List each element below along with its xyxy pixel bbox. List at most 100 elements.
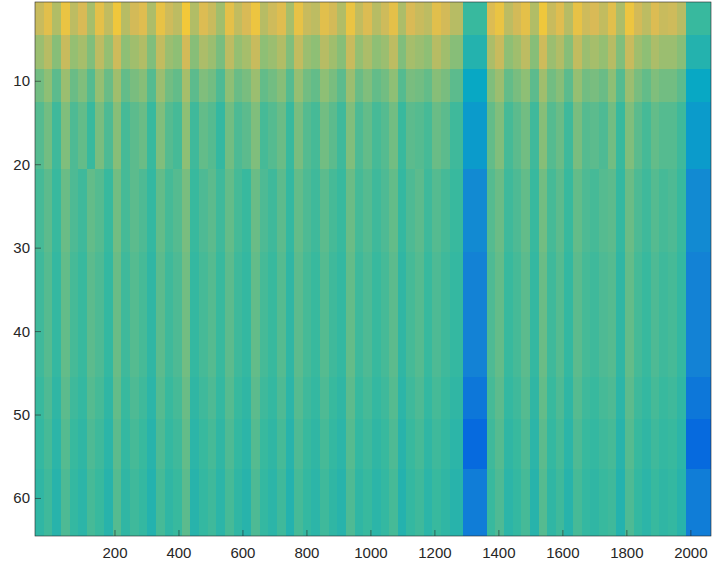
heatmap-cell [521, 377, 530, 419]
heatmap-cell [311, 419, 320, 470]
heatmap-cell [651, 377, 660, 419]
heatmap-cell [381, 35, 390, 69]
heatmap-cell [35, 419, 44, 470]
heatmap-cell [242, 169, 251, 253]
heatmap-cell [659, 169, 668, 253]
heatmap-cell [573, 35, 582, 69]
heatmap-cell [156, 252, 165, 378]
heatmap-cell [556, 35, 565, 69]
heatmap-cell [495, 35, 504, 69]
heatmap-cell [294, 469, 303, 536]
heatmap-cell [303, 377, 312, 419]
heatmap-cell [121, 169, 130, 253]
heatmap-cell [277, 69, 286, 103]
y-tick-label: 10 [13, 72, 30, 89]
heatmap-cell [355, 252, 364, 378]
heatmap-cell [44, 377, 53, 419]
heatmap-cell [599, 469, 608, 536]
heatmap-cell [487, 102, 496, 169]
heatmap-cell [251, 252, 260, 378]
heatmap-cell [87, 419, 96, 470]
heatmap-cell [286, 377, 295, 419]
heatmap-cell [337, 102, 346, 169]
heatmap-cell [346, 2, 355, 36]
y-tick-label: 20 [13, 156, 30, 173]
x-tick [370, 530, 371, 536]
heatmap-cell [668, 2, 677, 36]
heatmap-cell [625, 2, 634, 36]
heatmap-cell [564, 419, 573, 470]
heatmap-cell [251, 69, 260, 103]
heatmap-cell [251, 419, 260, 470]
heatmap-cell [590, 469, 599, 536]
heatmap-cell [346, 252, 355, 378]
heatmap-cell [677, 102, 687, 169]
heatmap-cell [651, 2, 660, 36]
heatmap-cell [389, 377, 398, 419]
heatmap-cell [372, 469, 381, 536]
heatmap-cell [303, 419, 312, 470]
x-tick-label: 800 [294, 544, 319, 561]
heatmap-cell [139, 419, 148, 470]
heatmap-cell [599, 419, 608, 470]
heatmap-cell [547, 35, 556, 69]
heatmap-cell [463, 69, 488, 103]
heatmap-cell [139, 102, 148, 169]
heatmap-cell [389, 169, 398, 253]
heatmap-cell [225, 252, 234, 378]
heatmap-cell [668, 35, 677, 69]
heatmap-cell [199, 69, 208, 103]
heatmap-cell [87, 469, 96, 536]
heatmap-cell [616, 377, 625, 419]
heatmap-cell [547, 252, 556, 378]
heatmap-cell [590, 377, 599, 419]
heatmap-cell [389, 102, 398, 169]
heatmap-cell [415, 69, 424, 103]
heatmap-cell [113, 419, 122, 470]
heatmap-cell [121, 469, 130, 536]
heatmap-cell [87, 69, 96, 103]
x-tick [242, 530, 243, 536]
heatmap-cell [121, 2, 130, 36]
heatmap-cell [260, 252, 269, 378]
heatmap-cell [225, 69, 234, 103]
heatmap-cell [686, 469, 711, 536]
heatmap-cell [424, 419, 433, 470]
heatmap-cell [70, 252, 79, 378]
x-tick [434, 530, 435, 536]
heatmap-cell [463, 252, 488, 378]
heatmap-cell [35, 102, 44, 169]
x-tick-label: 600 [230, 544, 255, 561]
heatmap-cell [450, 169, 464, 253]
heatmap-cell [251, 35, 260, 69]
heatmap-cell [337, 69, 346, 103]
heatmap-cell [406, 377, 415, 419]
heatmap-cell [346, 469, 355, 536]
heatmap-cell [590, 2, 599, 36]
heatmap-cell [78, 169, 87, 253]
heatmap-cell [35, 69, 44, 103]
heatmap-cell [113, 69, 122, 103]
heatmap-cell [44, 169, 53, 253]
heatmap-cell [547, 2, 556, 36]
heatmap-cell [398, 469, 407, 536]
y-tick [35, 248, 41, 249]
heatmap-cell [651, 102, 660, 169]
heatmap-cell [320, 102, 329, 169]
heatmap-cell [642, 2, 651, 36]
heatmap-cell [61, 2, 70, 36]
heatmap-cell [668, 69, 677, 103]
heatmap-cell [234, 69, 243, 103]
heatmap-cell [216, 252, 225, 378]
heatmap-cell [156, 2, 165, 36]
heatmap-cell [199, 377, 208, 419]
y-tick [35, 164, 41, 165]
heatmap-cell [225, 419, 234, 470]
y-tick [35, 81, 41, 82]
heatmap-cell [450, 252, 464, 378]
heatmap-cell [389, 252, 398, 378]
heatmap-cell [659, 377, 668, 419]
heatmap-cell [424, 35, 433, 69]
heatmap-cell [113, 2, 122, 36]
heatmap-cell [642, 252, 651, 378]
